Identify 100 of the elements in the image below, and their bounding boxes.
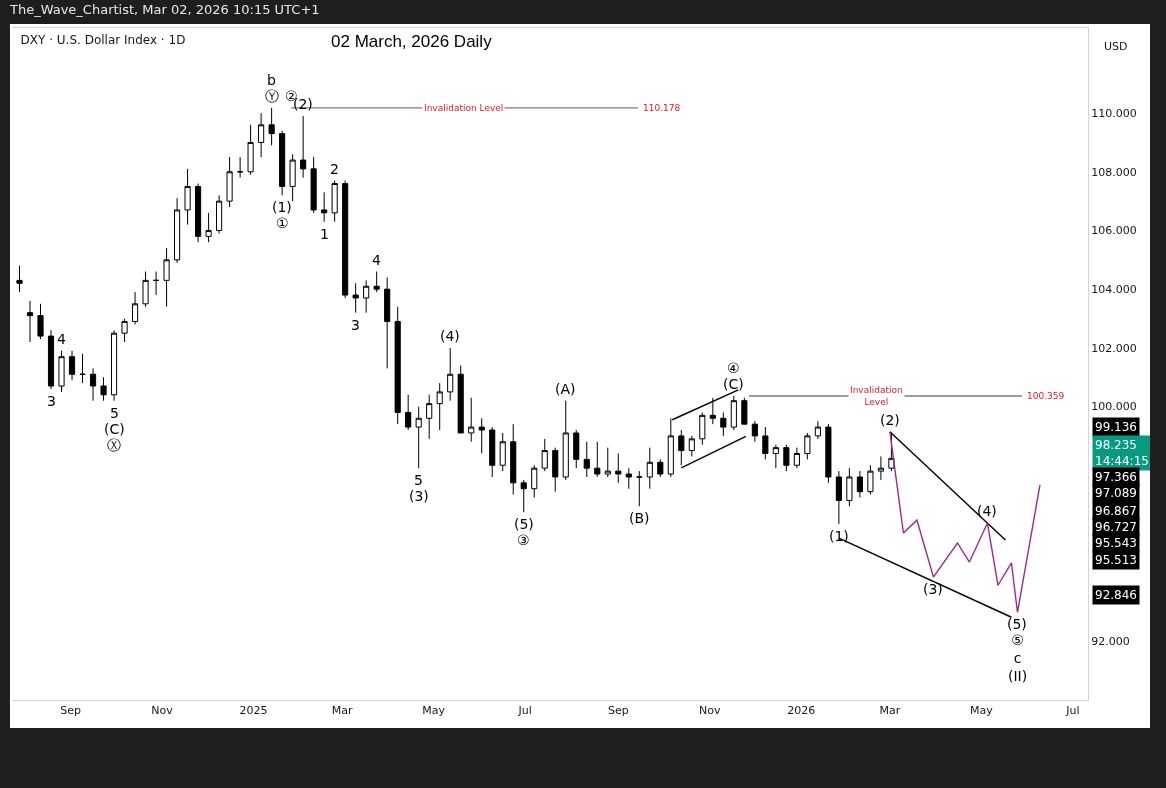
candlestick — [279, 130, 286, 196]
candlestick — [720, 411, 727, 437]
x-tick-label: Jul — [1065, 704, 1080, 718]
candlestick — [89, 367, 97, 402]
candlestick — [79, 353, 86, 384]
candlestick — [699, 411, 706, 446]
annotation: (C) — [723, 376, 744, 392]
candlestick — [426, 394, 433, 440]
text: 95.513 — [1095, 553, 1137, 567]
candlestick — [16, 265, 23, 293]
annotation: ④ — [727, 360, 740, 376]
text: 97.366 — [1095, 470, 1137, 484]
candlestick — [184, 168, 191, 226]
candlestick — [237, 156, 244, 179]
candlestick — [867, 464, 874, 496]
candlestick — [363, 279, 370, 314]
candlestick — [615, 453, 622, 484]
candlestick — [646, 447, 653, 490]
annotation: 3 — [47, 393, 56, 409]
candlestick — [352, 282, 359, 314]
candlestick — [541, 438, 548, 472]
candlestick — [394, 306, 401, 425]
candlestick — [100, 376, 107, 402]
annotation: 3 — [351, 317, 360, 333]
annotation: 4 — [372, 252, 381, 268]
y-tick-label: 100.000 — [1091, 400, 1137, 414]
text: USD — [1104, 40, 1128, 53]
y-tick-label: 106.000 — [1091, 224, 1137, 238]
candlestick — [688, 435, 695, 457]
annotation: 5 — [110, 405, 119, 421]
text: 95.543 — [1095, 536, 1137, 550]
x-tick-label: May — [970, 704, 994, 718]
x-tick-label: Mar — [879, 704, 901, 718]
candlestick — [174, 197, 181, 264]
candlestick — [142, 271, 149, 308]
candlestick — [636, 470, 643, 507]
annotation: 110.178 — [643, 103, 681, 113]
candlestick — [783, 444, 790, 472]
annotation: Ⓧ — [107, 437, 121, 453]
candlestick — [804, 432, 811, 460]
line-series — [889, 431, 1041, 613]
annotation: (1) — [272, 199, 292, 215]
y-tick-label: 92.000 — [1091, 635, 1130, 649]
annotation: (1) — [829, 528, 849, 544]
candlestick — [195, 183, 202, 243]
candlestick — [226, 156, 233, 208]
annotation: (3) — [409, 488, 429, 504]
x-tick-label: Mar — [331, 704, 353, 718]
annotation: (2) — [880, 412, 900, 428]
candlestick — [321, 191, 328, 223]
y-tick-label: 102.000 — [1091, 341, 1137, 355]
text: 99.136 — [1095, 420, 1137, 434]
candlestick — [741, 397, 748, 425]
annotation: (B) — [629, 510, 650, 526]
candlestick — [489, 426, 496, 478]
chart-subtitle: 02 March, 2026 Daily — [331, 32, 493, 51]
candlestick — [216, 194, 223, 234]
candlestick — [877, 455, 884, 481]
candlestick — [47, 329, 55, 390]
candlestick — [762, 426, 769, 460]
candlestick — [26, 300, 34, 343]
candlestick — [583, 441, 590, 478]
text: 97.089 — [1095, 486, 1137, 500]
candlestick — [793, 447, 800, 469]
candlestick — [447, 347, 454, 402]
annotation: ① — [276, 215, 289, 231]
x-tick-label: 2026 — [787, 704, 816, 718]
candlestick — [573, 429, 580, 469]
candlestick — [68, 350, 76, 381]
annotation: (3) — [923, 581, 943, 597]
candlestick — [594, 441, 601, 478]
x-tick-label: Nov — [699, 704, 722, 718]
candlestick — [730, 395, 737, 431]
candlestick — [310, 156, 317, 214]
candlestick — [625, 467, 632, 490]
candlestick — [604, 447, 611, 478]
candlestick — [531, 464, 538, 499]
candlestick — [121, 318, 128, 343]
annotation: 1 — [320, 226, 329, 242]
candlestick — [415, 406, 422, 469]
candlestick — [499, 432, 506, 472]
candlestick — [300, 115, 307, 179]
annotation: (5) — [1007, 616, 1027, 632]
candlestick — [552, 447, 559, 493]
y-tick-label: 108.000 — [1091, 165, 1137, 179]
candlestick — [205, 212, 212, 243]
candlestick — [751, 420, 758, 443]
candlestick — [678, 429, 685, 466]
candlestick — [478, 417, 485, 454]
candlestick — [58, 350, 65, 393]
candlestick — [562, 400, 569, 481]
candlestick — [772, 444, 779, 469]
annotation: b — [267, 72, 276, 88]
y-tick-label: 104.000 — [1091, 283, 1137, 297]
candlestick — [110, 329, 118, 402]
annotation: (5) — [514, 516, 534, 532]
candlestick — [457, 364, 464, 434]
x-tick-label: Sep — [60, 704, 81, 718]
candlestick — [657, 458, 664, 478]
x-tick-label: Jul — [517, 704, 532, 718]
